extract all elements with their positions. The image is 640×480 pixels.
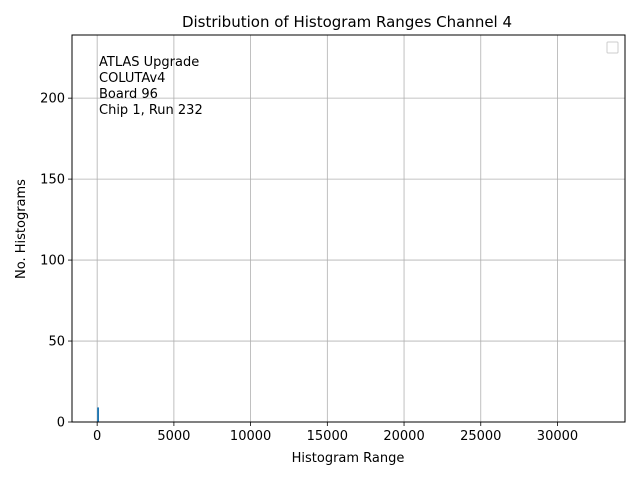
x-tick-label-5: 25000 [460,429,501,444]
y-tick-label-3: 150 [40,173,65,188]
grid-lines [72,35,625,423]
legend-box [606,41,619,54]
annotation-line-3: Chip 1, Run 232 [99,103,203,118]
annotation-line-1: COLUTAv4 [99,71,165,86]
x-tick-label-0: 0 [93,429,101,444]
x-tick-label-4: 20000 [383,429,424,444]
annotation-line-0: ATLAS Upgrade [99,55,199,70]
y-axis-label: No. Histograms [14,179,29,279]
histogram-bars [97,407,100,422]
x-tick-label-1: 5000 [157,429,190,444]
axis-ticks: 0 5000 10000 15000 20000 25000 30000 0 50 100 150 2… [40,92,578,444]
y-tick-label-2: 100 [40,254,65,269]
chart-title: Distribution of Histogram Ranges Channel… [182,13,512,31]
annotation-line-2: Board 96 [99,87,158,102]
y-tick-label-0: 0 [57,416,65,431]
y-tick-label-4: 200 [40,92,65,107]
x-tick-label-3: 15000 [307,429,348,444]
histogram-bar-0 [97,407,100,422]
legend [606,41,619,54]
x-axis-label: Histogram Range [292,451,405,466]
x-tick-label-6: 30000 [537,429,578,444]
y-tick-label-1: 50 [48,335,65,350]
x-tick-label-2: 10000 [230,429,271,444]
plot-area-frame [71,34,626,423]
